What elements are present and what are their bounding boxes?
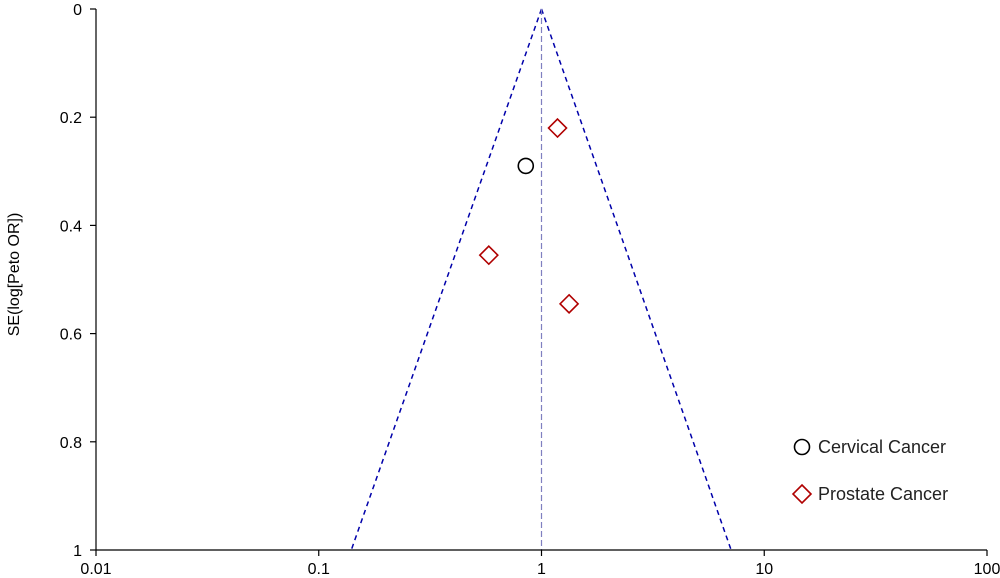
- y-tick-label: 1: [73, 543, 82, 560]
- legend-prostate-cancer-marker: [791, 483, 813, 505]
- y-tick-label: 0.8: [60, 435, 82, 452]
- x-tick-label: 0.01: [80, 561, 111, 578]
- funnel-right-line: [540, 8, 732, 551]
- prostate-cancer-point: [558, 293, 580, 314]
- x-tick-label: 0.1: [308, 561, 330, 578]
- y-tick-label: 0.6: [60, 327, 82, 344]
- legend-cervical-cancer-marker: [793, 438, 811, 456]
- legend: Cervical Cancer Prostate Cancer: [791, 437, 948, 505]
- cervical-cancer-point: [517, 157, 535, 175]
- x-tick-label: 10: [755, 561, 773, 578]
- plot-area: [350, 8, 732, 551]
- legend-cervical-cancer-label: Cervical Cancer: [818, 437, 946, 457]
- x-tick-label: 100: [974, 561, 1000, 578]
- y-tick-label: 0: [73, 2, 82, 19]
- y-tick-label: 0.4: [60, 218, 82, 235]
- prostate-cancer-point: [547, 117, 568, 139]
- y-axis-title: SE(log[Peto OR]): [6, 213, 23, 337]
- prostate-cancer-point: [478, 245, 499, 266]
- x-tick-label: 1: [537, 561, 546, 578]
- funnel-left-line: [350, 8, 543, 551]
- data-markers: [478, 117, 580, 314]
- y-tick-label: 0.2: [60, 110, 82, 127]
- legend-prostate-cancer-label: Prostate Cancer: [818, 484, 948, 504]
